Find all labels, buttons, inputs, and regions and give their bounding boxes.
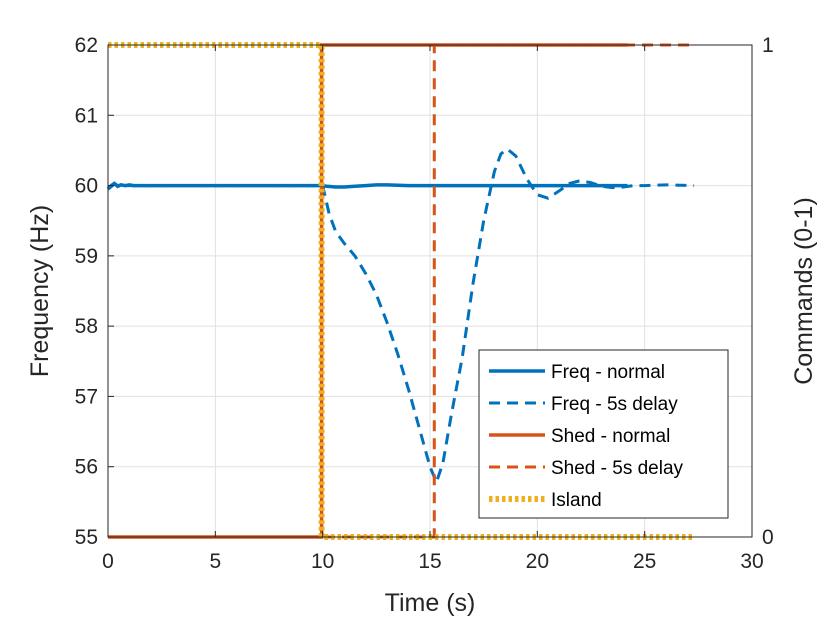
legend-label: Freq - 5s delay [551, 394, 678, 415]
y-tick-label: 58 [75, 315, 98, 338]
y-tick-label: 55 [75, 526, 98, 549]
y-tick-label: 60 [75, 175, 98, 198]
y-tick-label: 61 [75, 104, 98, 127]
y2-axis-title: Commands (0-1) [790, 197, 818, 385]
y-tick-label: 56 [75, 456, 98, 479]
x-tick-label: 0 [102, 550, 114, 573]
x-tick-label: 10 [311, 550, 334, 573]
axes [107, 44, 753, 538]
x-tick-label: 30 [740, 550, 763, 573]
y-tick-label: 62 [75, 34, 98, 57]
x-axis-title: Time (s) [385, 589, 476, 617]
tick-labels: 0 5 10 15 20 25 30 55 56 57 58 59 60 61 62 0 1 [75, 34, 774, 573]
y-axis-title: Frequency (Hz) [26, 205, 54, 377]
y-tick-label: 59 [75, 245, 98, 268]
y-tick-label: 57 [75, 385, 98, 408]
x-tick-label: 5 [209, 550, 221, 573]
series-line-freq-5s-delay [107, 147, 695, 487]
legend: Freq - normal Freq - 5s delay Shed - norma… [478, 349, 729, 519]
x-tick-label: 25 [633, 550, 656, 573]
legend-label: Freq - normal [551, 362, 665, 383]
x-tick-label: 15 [418, 550, 441, 573]
legend-label: Shed - normal [551, 426, 670, 447]
y2-tick-label: 1 [762, 34, 774, 57]
legend-label: Shed - 5s delay [551, 458, 684, 479]
legend-label: Island [551, 490, 602, 511]
x-tick-label: 20 [526, 550, 549, 573]
y2-tick-label: 0 [762, 526, 774, 549]
